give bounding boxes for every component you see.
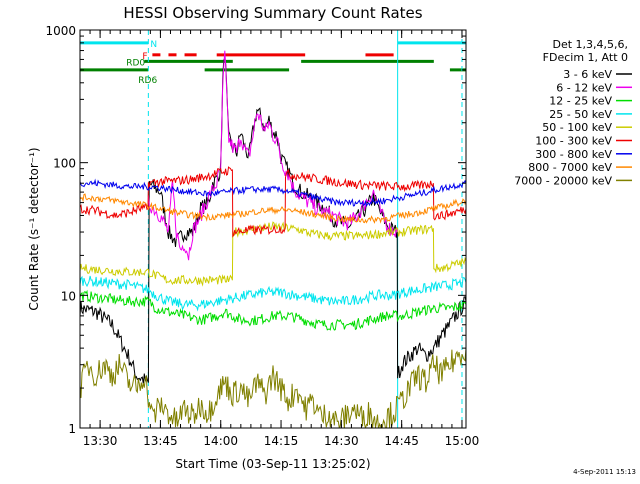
axis-ticks: 13:30 13:45 14:00 14:15 14:30 14:45 15:00 1 10 10… bbox=[45, 24, 479, 448]
legend-label: 800 - 7000 keV bbox=[528, 161, 612, 174]
plot-frame bbox=[79, 29, 467, 429]
x-tick-label: 14:45 bbox=[384, 434, 419, 448]
series-lines bbox=[80, 50, 466, 428]
y-tick-label: 1000 bbox=[45, 24, 76, 38]
series-line-7 bbox=[80, 193, 466, 224]
x-tick-label: 14:00 bbox=[203, 434, 238, 448]
series-line-3 bbox=[80, 275, 466, 312]
series-line-1 bbox=[147, 50, 398, 261]
x-tick-label: 13:45 bbox=[143, 434, 178, 448]
series-line-8 bbox=[80, 348, 466, 428]
series-line-5 bbox=[80, 166, 466, 238]
legend-label: 7000 - 20000 keV bbox=[514, 174, 612, 187]
y-axis-title: Count Rate (s⁻¹ detector⁻¹) bbox=[27, 147, 41, 310]
legend: Det 1,3,4,5,6, FDecim 1, Att 0 3 - 6 keV… bbox=[514, 38, 632, 187]
legend-label: 25 - 50 keV bbox=[549, 108, 612, 121]
flag-label-rd0: RD0 bbox=[126, 58, 145, 68]
x-tick-label: 14:30 bbox=[324, 434, 359, 448]
legend-label: 12 - 25 keV bbox=[549, 95, 612, 108]
legend-header-line-2: FDecim 1, Att 0 bbox=[543, 51, 628, 64]
legend-header-line-1: Det 1,3,4,5,6, bbox=[552, 38, 628, 51]
legend-label: 3 - 6 keV bbox=[563, 68, 612, 81]
x-tick-label: 15:00 bbox=[445, 434, 480, 448]
y-tick-label: 100 bbox=[53, 157, 76, 171]
chart-title: HESSI Observing Summary Count Rates bbox=[123, 4, 422, 22]
legend-label: 50 - 100 keV bbox=[542, 121, 612, 134]
footer-timestamp: 4-Sep-2011 15:13 bbox=[573, 468, 636, 476]
legend-label: 100 - 300 keV bbox=[535, 135, 612, 148]
flag-label-rd6: RD6 bbox=[138, 76, 157, 86]
flag-label-n: N bbox=[150, 40, 157, 50]
legend-label: 6 - 12 keV bbox=[556, 81, 612, 94]
legend-label: 300 - 800 keV bbox=[535, 148, 612, 161]
x-axis-title: Start Time (03-Sep-11 13:25:02) bbox=[175, 457, 370, 471]
flag-label-f: F bbox=[142, 52, 147, 62]
y-tick-label: 10 bbox=[61, 289, 76, 303]
flag-bars bbox=[80, 41, 466, 72]
x-tick-label: 14:15 bbox=[264, 434, 299, 448]
y-tick-label: 1 bbox=[68, 422, 76, 436]
x-tick-label: 13:30 bbox=[83, 434, 118, 448]
series-line-2 bbox=[80, 289, 466, 331]
series-line-6 bbox=[80, 178, 466, 208]
series-line-0 bbox=[80, 56, 466, 384]
series-line-4 bbox=[80, 221, 466, 287]
